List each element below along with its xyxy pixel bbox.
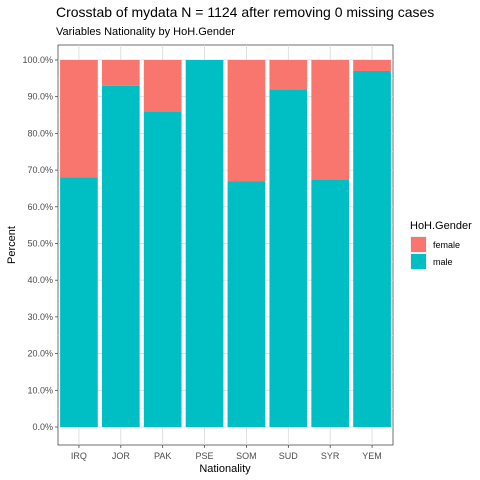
bar-female-PAK [144, 60, 182, 111]
legend-label-female: female [433, 240, 460, 250]
bar-female-JOR [102, 60, 140, 86]
bar-male-SUD [269, 89, 307, 427]
legend-label-male: male [433, 257, 453, 267]
y-tick-label: 90.0% [27, 92, 53, 102]
x-tick-label: SUD [279, 451, 299, 461]
legend-swatch-male [411, 254, 426, 269]
y-tick-label: 40.0% [27, 275, 53, 285]
bar-male-PAK [144, 111, 182, 427]
y-axis: 0.0% 10.0% 20.0% 30.0% 40.0% 50.0% 60.0% 70.0% 8… [22, 55, 58, 432]
bar-male-JOR [102, 86, 140, 427]
x-tick-label: JOR [112, 451, 131, 461]
x-tick-label: IRQ [71, 451, 87, 461]
bar-male-YEM [353, 71, 391, 427]
x-axis: IRQ JOR PAK PSE SOM SUD SYR YEM [71, 445, 382, 461]
x-tick-label: PAK [154, 451, 171, 461]
y-axis-title: Percent [6, 226, 18, 264]
bar-male-SOM [228, 181, 266, 427]
bar-male-SYR [311, 179, 349, 427]
x-tick-label: YEM [362, 451, 382, 461]
bar-female-SOM [228, 60, 266, 181]
y-tick-label: 60.0% [27, 202, 53, 212]
y-tick-label: 70.0% [27, 165, 53, 175]
y-tick-label: 20.0% [27, 349, 53, 359]
bar-male-PSE [186, 60, 224, 427]
y-tick-label: 100.0% [22, 55, 53, 65]
x-tick-label: SYR [321, 451, 340, 461]
bar-female-IRQ [60, 60, 98, 177]
legend-title: HoH.Gender [410, 220, 472, 232]
y-tick-label: 30.0% [27, 312, 53, 322]
bar-female-YEM [353, 60, 391, 71]
y-tick-label: 0.0% [32, 422, 53, 432]
bar-male-IRQ [60, 177, 98, 427]
x-tick-label: PSE [196, 451, 214, 461]
legend-items: female male [410, 236, 460, 270]
legend: HoH.Gender female male [410, 220, 472, 270]
chart-title: Crosstab of mydata N = 1124 after removi… [56, 4, 434, 20]
chart-subtitle: Variables Nationality by HoH.Gender [56, 26, 235, 38]
y-tick-label: 10.0% [27, 385, 53, 395]
plot-area: 0.0% 10.0% 20.0% 30.0% 40.0% 50.0% 60.0% 70.0% 8… [22, 45, 393, 461]
bar-female-SUD [269, 60, 307, 89]
y-tick-label: 80.0% [27, 128, 53, 138]
legend-swatch-female [411, 237, 426, 252]
x-axis-title: Nationality [199, 463, 251, 475]
y-tick-label: 50.0% [27, 239, 53, 249]
bar-female-SYR [311, 60, 349, 179]
x-tick-label: SOM [236, 451, 257, 461]
